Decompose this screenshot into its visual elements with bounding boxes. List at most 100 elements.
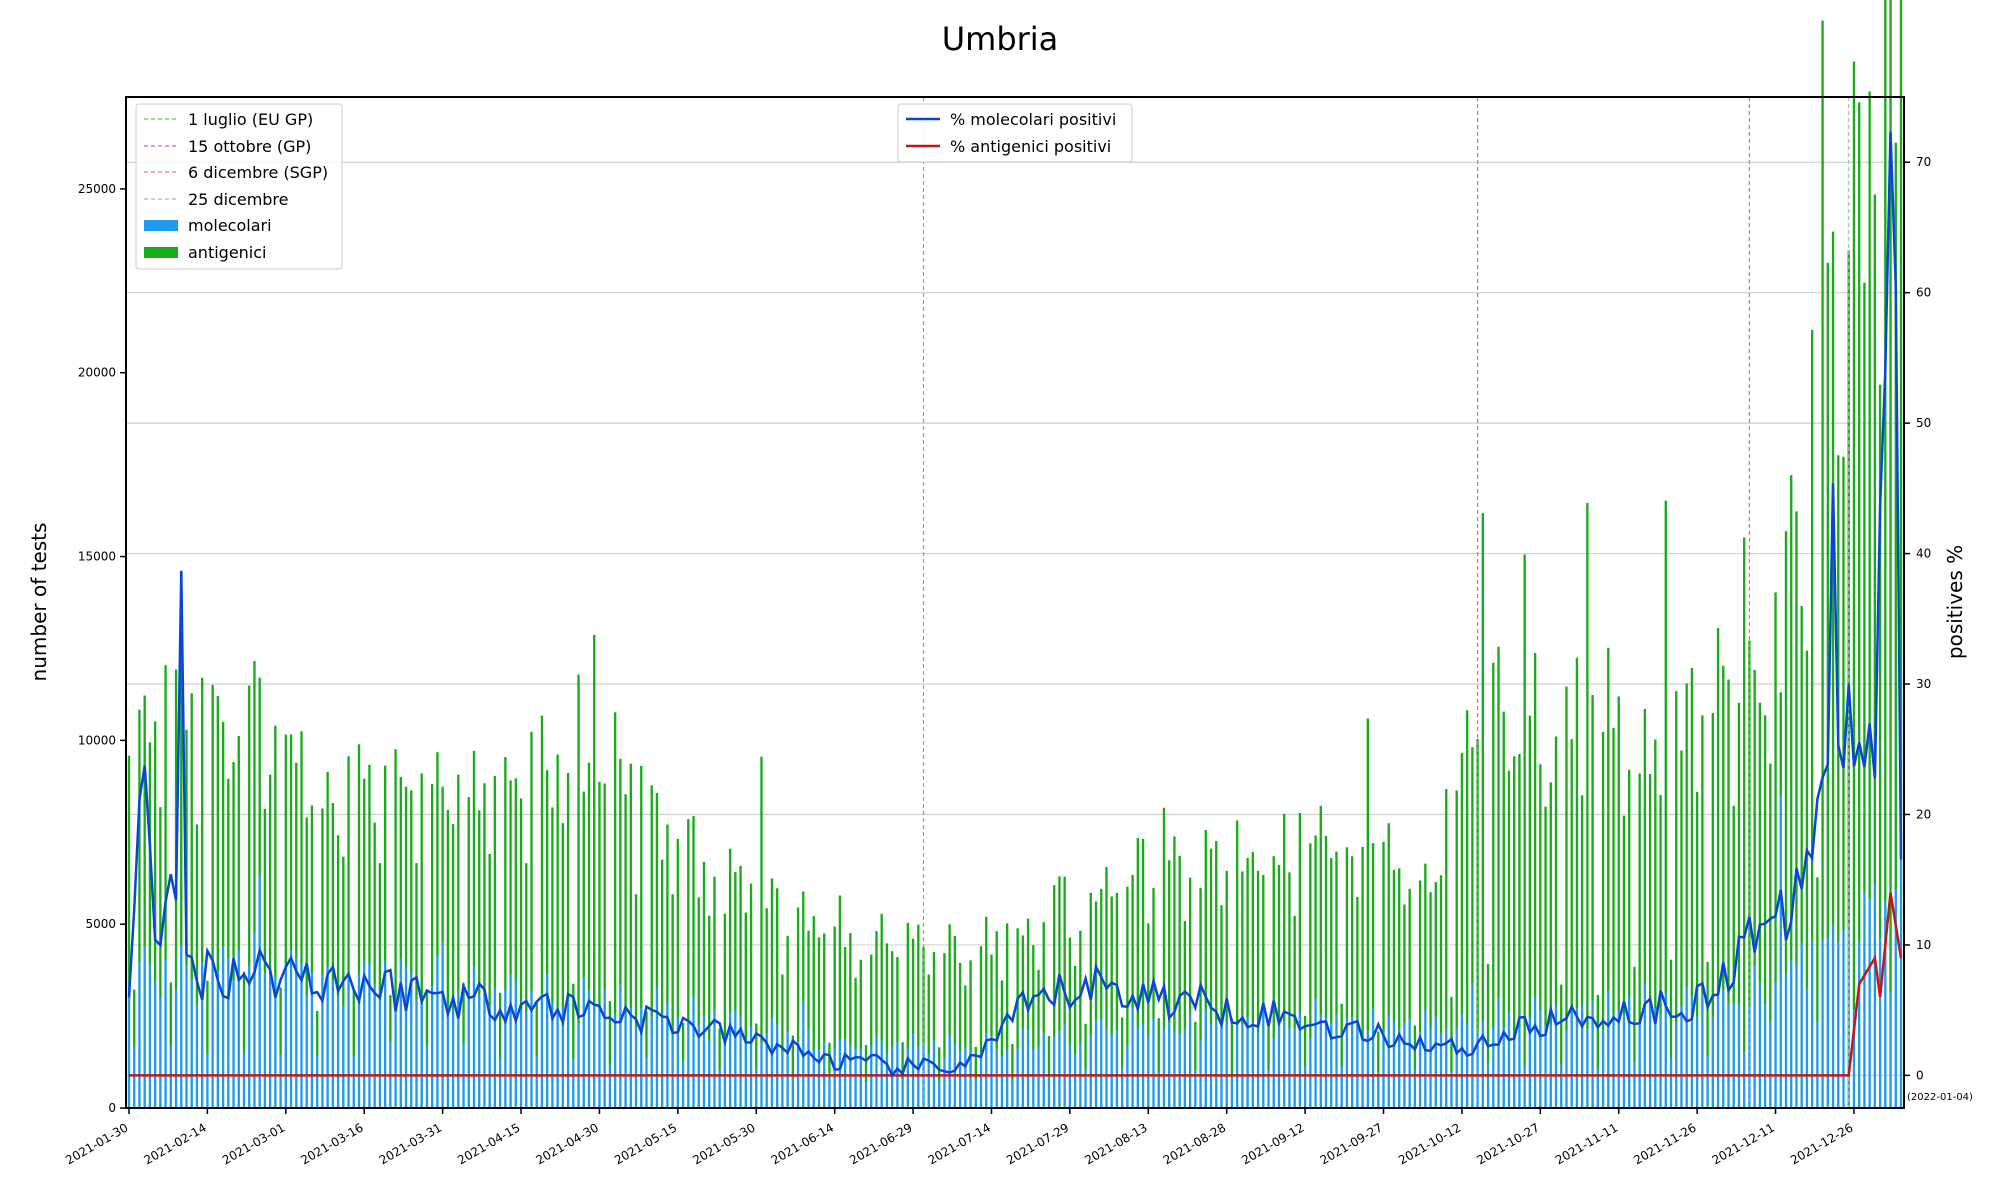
bar-antigenici <box>1533 653 1537 998</box>
bar-molecolari <box>1241 1024 1244 1108</box>
bar-antigenici <box>467 797 470 989</box>
bar-antigenici <box>383 765 387 961</box>
bar-antigenici <box>1183 921 1187 1029</box>
bar-antigenici <box>1842 456 1845 931</box>
bar-antigenici <box>1309 843 1312 1039</box>
bar-molecolari <box>159 998 162 1108</box>
bar-antigenici <box>948 924 951 1036</box>
bar-molecolari <box>248 966 251 1108</box>
bar-molecolari <box>535 1057 538 1108</box>
bar-antigenici <box>812 915 815 1050</box>
bar-molecolari <box>765 1033 768 1108</box>
bar-molecolari <box>1303 1066 1307 1108</box>
bar-antigenici <box>645 1011 648 1059</box>
bar-antigenici <box>242 971 246 1052</box>
bar-antigenici <box>1251 851 1255 1027</box>
bar-antigenici <box>676 838 680 1017</box>
bar-antigenici <box>545 770 549 975</box>
bar-molecolari <box>1502 1027 1505 1108</box>
bar-antigenici <box>206 980 209 1054</box>
bar-molecolari <box>593 1002 596 1108</box>
bar-antigenici <box>1246 857 1249 1019</box>
bar-antigenici <box>1371 843 1375 1009</box>
bar-antigenici <box>1560 984 1563 1065</box>
bar-molecolari <box>1868 898 1871 1108</box>
bar-antigenici <box>1418 880 1422 1033</box>
bar-molecolari <box>457 990 460 1108</box>
bar-antigenici <box>687 819 690 1023</box>
bar-antigenici <box>1622 815 1626 1015</box>
bar-antigenici <box>901 1042 904 1080</box>
bar-antigenici <box>1486 964 1490 1064</box>
bar-molecolari <box>1507 1011 1511 1108</box>
bar-molecolari <box>1795 965 1798 1108</box>
xtick-label-17: 2021-10-12 <box>1396 1120 1463 1167</box>
bar-molecolari <box>1314 998 1317 1108</box>
bar-molecolari <box>1706 1056 1709 1108</box>
bar-molecolari <box>1617 1009 1620 1108</box>
bar-antigenici <box>723 913 727 1037</box>
bar-antigenici <box>1769 763 1772 1022</box>
legend-label-pct-antigenici: % antigenici positivi <box>950 137 1111 156</box>
bar-molecolari <box>561 1007 565 1108</box>
bar-molecolari <box>1805 988 1809 1108</box>
xtick-label-13: 2021-08-13 <box>1082 1120 1149 1167</box>
bar-antigenici <box>1539 764 1542 1011</box>
bar-antigenici <box>394 749 397 1005</box>
bar-molecolari <box>640 1008 643 1108</box>
bar-molecolari <box>221 947 225 1108</box>
bar-antigenici <box>504 756 507 990</box>
ytick-right-label-2: 20 <box>1916 807 1931 821</box>
bar-molecolari <box>1439 1033 1443 1108</box>
ytick-left-label-4: 20000 <box>78 366 116 380</box>
bar-molecolari <box>436 955 439 1108</box>
bar-antigenici <box>1000 980 1004 1057</box>
bar-molecolari <box>1450 1072 1453 1108</box>
bar-antigenici <box>1288 872 1291 1029</box>
bar-antigenici <box>1701 715 1704 994</box>
bar-molecolari <box>1591 1000 1594 1108</box>
bar-molecolari <box>634 1026 638 1108</box>
bar-antigenici <box>1382 841 1385 1032</box>
bar-molecolari <box>1162 1028 1166 1108</box>
y-axis-right-title: positives % <box>1943 545 1967 659</box>
bar-antigenici <box>624 794 627 1015</box>
bar-molecolari <box>1209 1025 1213 1108</box>
bar-molecolari <box>1136 1028 1140 1108</box>
bar-antigenici <box>1518 753 1521 1028</box>
bar-antigenici <box>1324 835 1328 1018</box>
bar-antigenici <box>1168 860 1171 1024</box>
bar-antigenici <box>352 988 355 1056</box>
bar-antigenici <box>232 761 235 982</box>
bar-antigenici <box>587 762 591 991</box>
bar-molecolari <box>451 1008 455 1108</box>
bar-antigenici <box>284 734 287 969</box>
bar-antigenici <box>1507 770 1511 1012</box>
bar-antigenici <box>1732 805 1735 1003</box>
xtick-label-4: 2021-03-31 <box>377 1120 444 1167</box>
bar-molecolari <box>990 1036 993 1108</box>
bar-antigenici <box>1690 667 1694 997</box>
ytick-right-label-0: 0 <box>1916 1068 1924 1082</box>
bar-molecolari <box>363 961 366 1108</box>
bar-molecolari <box>812 1049 815 1108</box>
bar-antigenici <box>692 815 695 997</box>
bar-antigenici <box>671 894 674 1036</box>
bar-antigenici <box>1366 718 1370 1031</box>
legend-label-vline-sgp: 6 dicembre (SGP) <box>188 163 328 182</box>
bar-antigenici <box>843 947 847 1040</box>
bar-antigenici <box>1675 691 1678 1023</box>
bar-molecolari <box>964 1047 967 1108</box>
bar-molecolari <box>1889 993 1892 1108</box>
bar-molecolari <box>1539 1010 1542 1108</box>
bar-antigenici <box>1711 713 1714 1018</box>
bar-molecolari <box>681 1061 685 1108</box>
bar-molecolari <box>1267 1070 1270 1108</box>
bar-antigenici <box>1387 823 1390 1017</box>
bar-antigenici <box>331 803 335 980</box>
bar-molecolari <box>1821 939 1824 1108</box>
bar-antigenici <box>577 674 580 1024</box>
bar-antigenici <box>744 912 747 1040</box>
bar-antigenici <box>1408 888 1411 1020</box>
bar-antigenici <box>885 943 889 1054</box>
